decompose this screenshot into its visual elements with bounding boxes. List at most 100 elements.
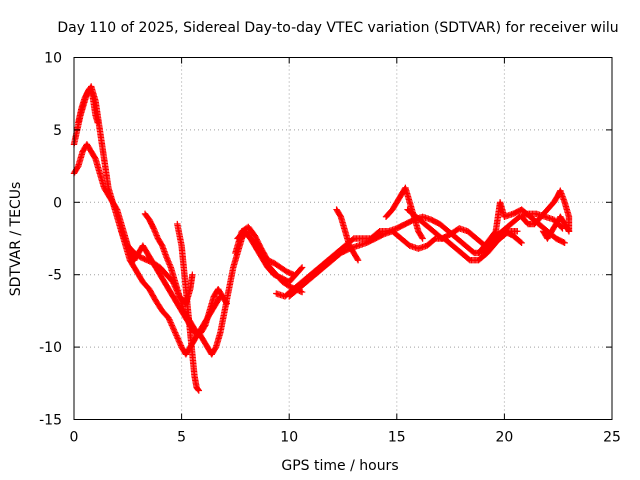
- data-point: [419, 235, 426, 242]
- data-point: [172, 284, 179, 291]
- data-point: [173, 287, 181, 294]
- data-point: [298, 288, 306, 296]
- data-point: [118, 229, 126, 236]
- data-point: [94, 119, 101, 126]
- data-point: [120, 233, 128, 241]
- data-point: [172, 330, 179, 338]
- data-point: [189, 271, 196, 278]
- data-point: [163, 255, 171, 262]
- x-tick-label: 5: [177, 430, 186, 446]
- satellite-track-15: [539, 213, 573, 242]
- chart-title: Day 110 of 2025, Sidereal Day-to-day VTE…: [57, 20, 618, 36]
- data-point: [517, 238, 524, 246]
- data-point: [354, 255, 361, 263]
- data-point: [174, 290, 182, 297]
- data-point: [174, 288, 181, 296]
- data-point: [175, 338, 183, 345]
- satellite-track-4: [174, 220, 203, 394]
- data-point: [518, 239, 525, 247]
- data-point: [418, 234, 426, 241]
- data-point: [170, 326, 178, 333]
- data-point: [171, 329, 179, 336]
- data-point: [171, 281, 178, 289]
- data-point: [176, 339, 183, 346]
- x-tick-label: 20: [495, 430, 513, 446]
- data-point: [174, 335, 181, 342]
- data-point: [173, 333, 181, 341]
- data-point: [514, 228, 521, 235]
- data-point: [151, 228, 159, 235]
- data-point: [122, 238, 130, 245]
- data-point: [560, 239, 567, 246]
- data-point: [168, 320, 175, 328]
- data-point: [168, 322, 176, 329]
- data-point: [298, 264, 306, 271]
- data-point: [121, 235, 128, 242]
- y-tick-label: -10: [39, 340, 62, 356]
- satellite-track-10: [333, 206, 362, 264]
- data-point: [354, 257, 362, 264]
- y-tick-label: 10: [44, 51, 62, 67]
- y-axis-title: SDTVAR / TECUs: [8, 182, 24, 297]
- data-point: [166, 316, 173, 323]
- satellite-track-16: [75, 86, 101, 126]
- x-tick-label: 0: [70, 430, 79, 446]
- satellite-track-5: [118, 228, 196, 307]
- data-point: [166, 261, 173, 268]
- data-point: [222, 299, 230, 306]
- y-tick-label: -5: [48, 268, 62, 284]
- satellite-track-13: [475, 199, 568, 257]
- data-point: [561, 239, 568, 247]
- data-point: [565, 228, 573, 235]
- data-point: [119, 230, 126, 238]
- x-axis-title: GPS time / hours: [281, 458, 398, 474]
- data-point: [118, 228, 125, 235]
- data-point: [290, 271, 297, 278]
- satellite-track-9: [286, 228, 525, 300]
- data-point: [173, 285, 180, 293]
- data-point: [171, 283, 179, 290]
- axis-ticks: 0 5 10 15 20 25 -15 -10 -5 0 5 10: [39, 51, 621, 446]
- data-point: [177, 341, 184, 348]
- y-tick-label: 5: [53, 123, 62, 139]
- data-point: [165, 259, 173, 267]
- data-point: [194, 386, 202, 393]
- x-tick-label: 10: [280, 430, 298, 446]
- data-point: [165, 258, 172, 265]
- data-point: [167, 319, 174, 326]
- data-point: [171, 327, 178, 335]
- data-point: [223, 300, 230, 307]
- data-point: [297, 265, 305, 272]
- grid: [74, 57, 612, 420]
- data-point: [565, 226, 572, 234]
- data-point: [195, 387, 203, 394]
- data-point: [164, 257, 171, 264]
- data-point: [151, 226, 158, 234]
- x-tick-label: 25: [603, 430, 621, 446]
- data-point: [152, 229, 159, 236]
- data-series: [70, 83, 573, 394]
- y-tick-label: -15: [39, 413, 62, 429]
- data-point: [152, 230, 160, 238]
- data-point: [170, 280, 177, 287]
- data-point: [173, 332, 180, 339]
- x-tick-label: 15: [388, 430, 406, 446]
- data-point: [169, 278, 177, 286]
- data-point: [167, 262, 174, 270]
- data-point: [163, 254, 170, 261]
- satellite-track-2: [70, 141, 224, 336]
- data-point: [150, 225, 157, 232]
- satellite-track-6: [234, 228, 306, 296]
- data-point: [558, 224, 565, 231]
- data-point: [123, 239, 130, 247]
- data-point: [120, 232, 127, 239]
- plot-frame: [73, 57, 613, 420]
- y-tick-label: 0: [53, 195, 62, 211]
- data-point: [165, 314, 172, 322]
- data-point: [166, 317, 174, 325]
- data-point: [169, 323, 176, 331]
- data-point: [170, 325, 177, 332]
- data-point: [122, 236, 129, 244]
- data-point: [175, 336, 182, 344]
